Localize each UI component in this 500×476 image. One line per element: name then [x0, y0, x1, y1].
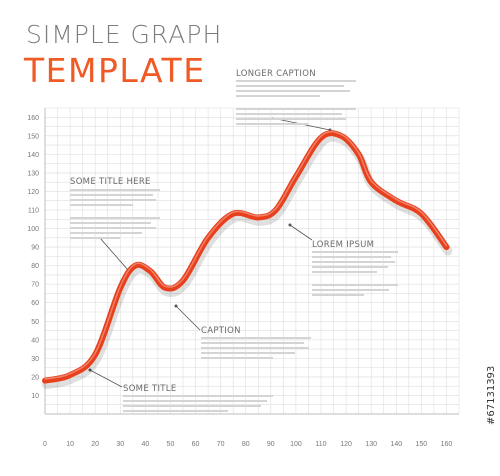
caption-leader-line — [99, 237, 129, 271]
caption-leader-line — [175, 305, 201, 331]
y-tick-label: 100 — [27, 226, 39, 233]
series-line — [42, 130, 450, 384]
x-tick-label: 10 — [66, 441, 74, 448]
caption-leader-dot — [288, 223, 292, 227]
chart-title-line1: SIMPLE GRAPH — [26, 20, 223, 49]
y-tick-label: 110 — [28, 208, 39, 215]
y-tick-label: 70 — [31, 282, 39, 289]
caption-leader-line — [89, 369, 123, 388]
y-tick-label: 120 — [27, 189, 39, 196]
x-tick-label: 110 — [315, 441, 326, 448]
caption-text-some-title — [123, 395, 273, 415]
x-axis-ticks: 0 10 20 30 40 50 60 70 80 90 100 110 120 130 140 150 160 — [43, 441, 452, 448]
x-tick-label: 50 — [167, 441, 175, 448]
x-tick-label: 90 — [267, 441, 275, 448]
y-tick-label: 150 — [27, 133, 39, 140]
caption-leader-dot — [88, 368, 92, 372]
x-tick-label: 70 — [217, 441, 225, 448]
y-tick-label: 20 — [31, 374, 39, 381]
x-tick-label: 100 — [290, 441, 302, 448]
y-tick-label: 160 — [27, 115, 39, 122]
y-tick-label: 140 — [27, 152, 39, 159]
caption-title-longer: LONGER CAPTION — [236, 69, 316, 79]
y-tick-label: 40 — [31, 337, 39, 344]
x-tick-label: 120 — [340, 441, 352, 448]
y-tick-label: 130 — [27, 170, 39, 177]
y-tick-label: 10 — [31, 393, 39, 400]
caption-title-some-title: SOME TITLE — [123, 384, 177, 394]
chart-series — [42, 130, 453, 390]
caption-leader-dot — [174, 304, 178, 308]
x-tick-label: 130 — [365, 441, 377, 448]
y-tick-label: 80 — [31, 263, 39, 270]
x-tick-label: 30 — [116, 441, 124, 448]
x-tick-label: 0 — [43, 441, 47, 448]
y-axis-ticks: 10 20 30 40 50 60 70 80 90 100 110 120 130 140 150 160 — [27, 115, 39, 400]
x-tick-label: 80 — [242, 441, 250, 448]
y-tick-label: 90 — [31, 245, 39, 252]
caption-title-caption: CAPTION — [201, 326, 241, 336]
caption-text-caption — [201, 337, 311, 362]
x-tick-label: 160 — [441, 441, 453, 448]
caption-title-some-title-here: SOME TITLE HERE — [70, 177, 151, 187]
x-tick-label: 40 — [141, 441, 149, 448]
stock-id-watermark: #67131393 — [486, 365, 497, 425]
x-tick-label: 140 — [390, 441, 402, 448]
chart-title-line2: TEMPLATE — [24, 51, 206, 90]
caption-title-lorem-ipsum: LOREM IPSUM — [312, 240, 375, 250]
y-tick-label: 60 — [31, 300, 39, 307]
y-tick-label: 50 — [31, 319, 39, 326]
y-tick-label: 30 — [31, 356, 39, 363]
x-tick-label: 150 — [416, 441, 428, 448]
caption-text-some-title-here — [70, 189, 160, 242]
caption-text-lorem-ipsum — [312, 251, 398, 299]
caption-text-longer — [236, 80, 356, 128]
x-tick-label: 60 — [192, 441, 200, 448]
x-tick-label: 20 — [91, 441, 99, 448]
series-line-highlight — [44, 130, 448, 380]
caption-leader-line — [289, 224, 313, 241]
